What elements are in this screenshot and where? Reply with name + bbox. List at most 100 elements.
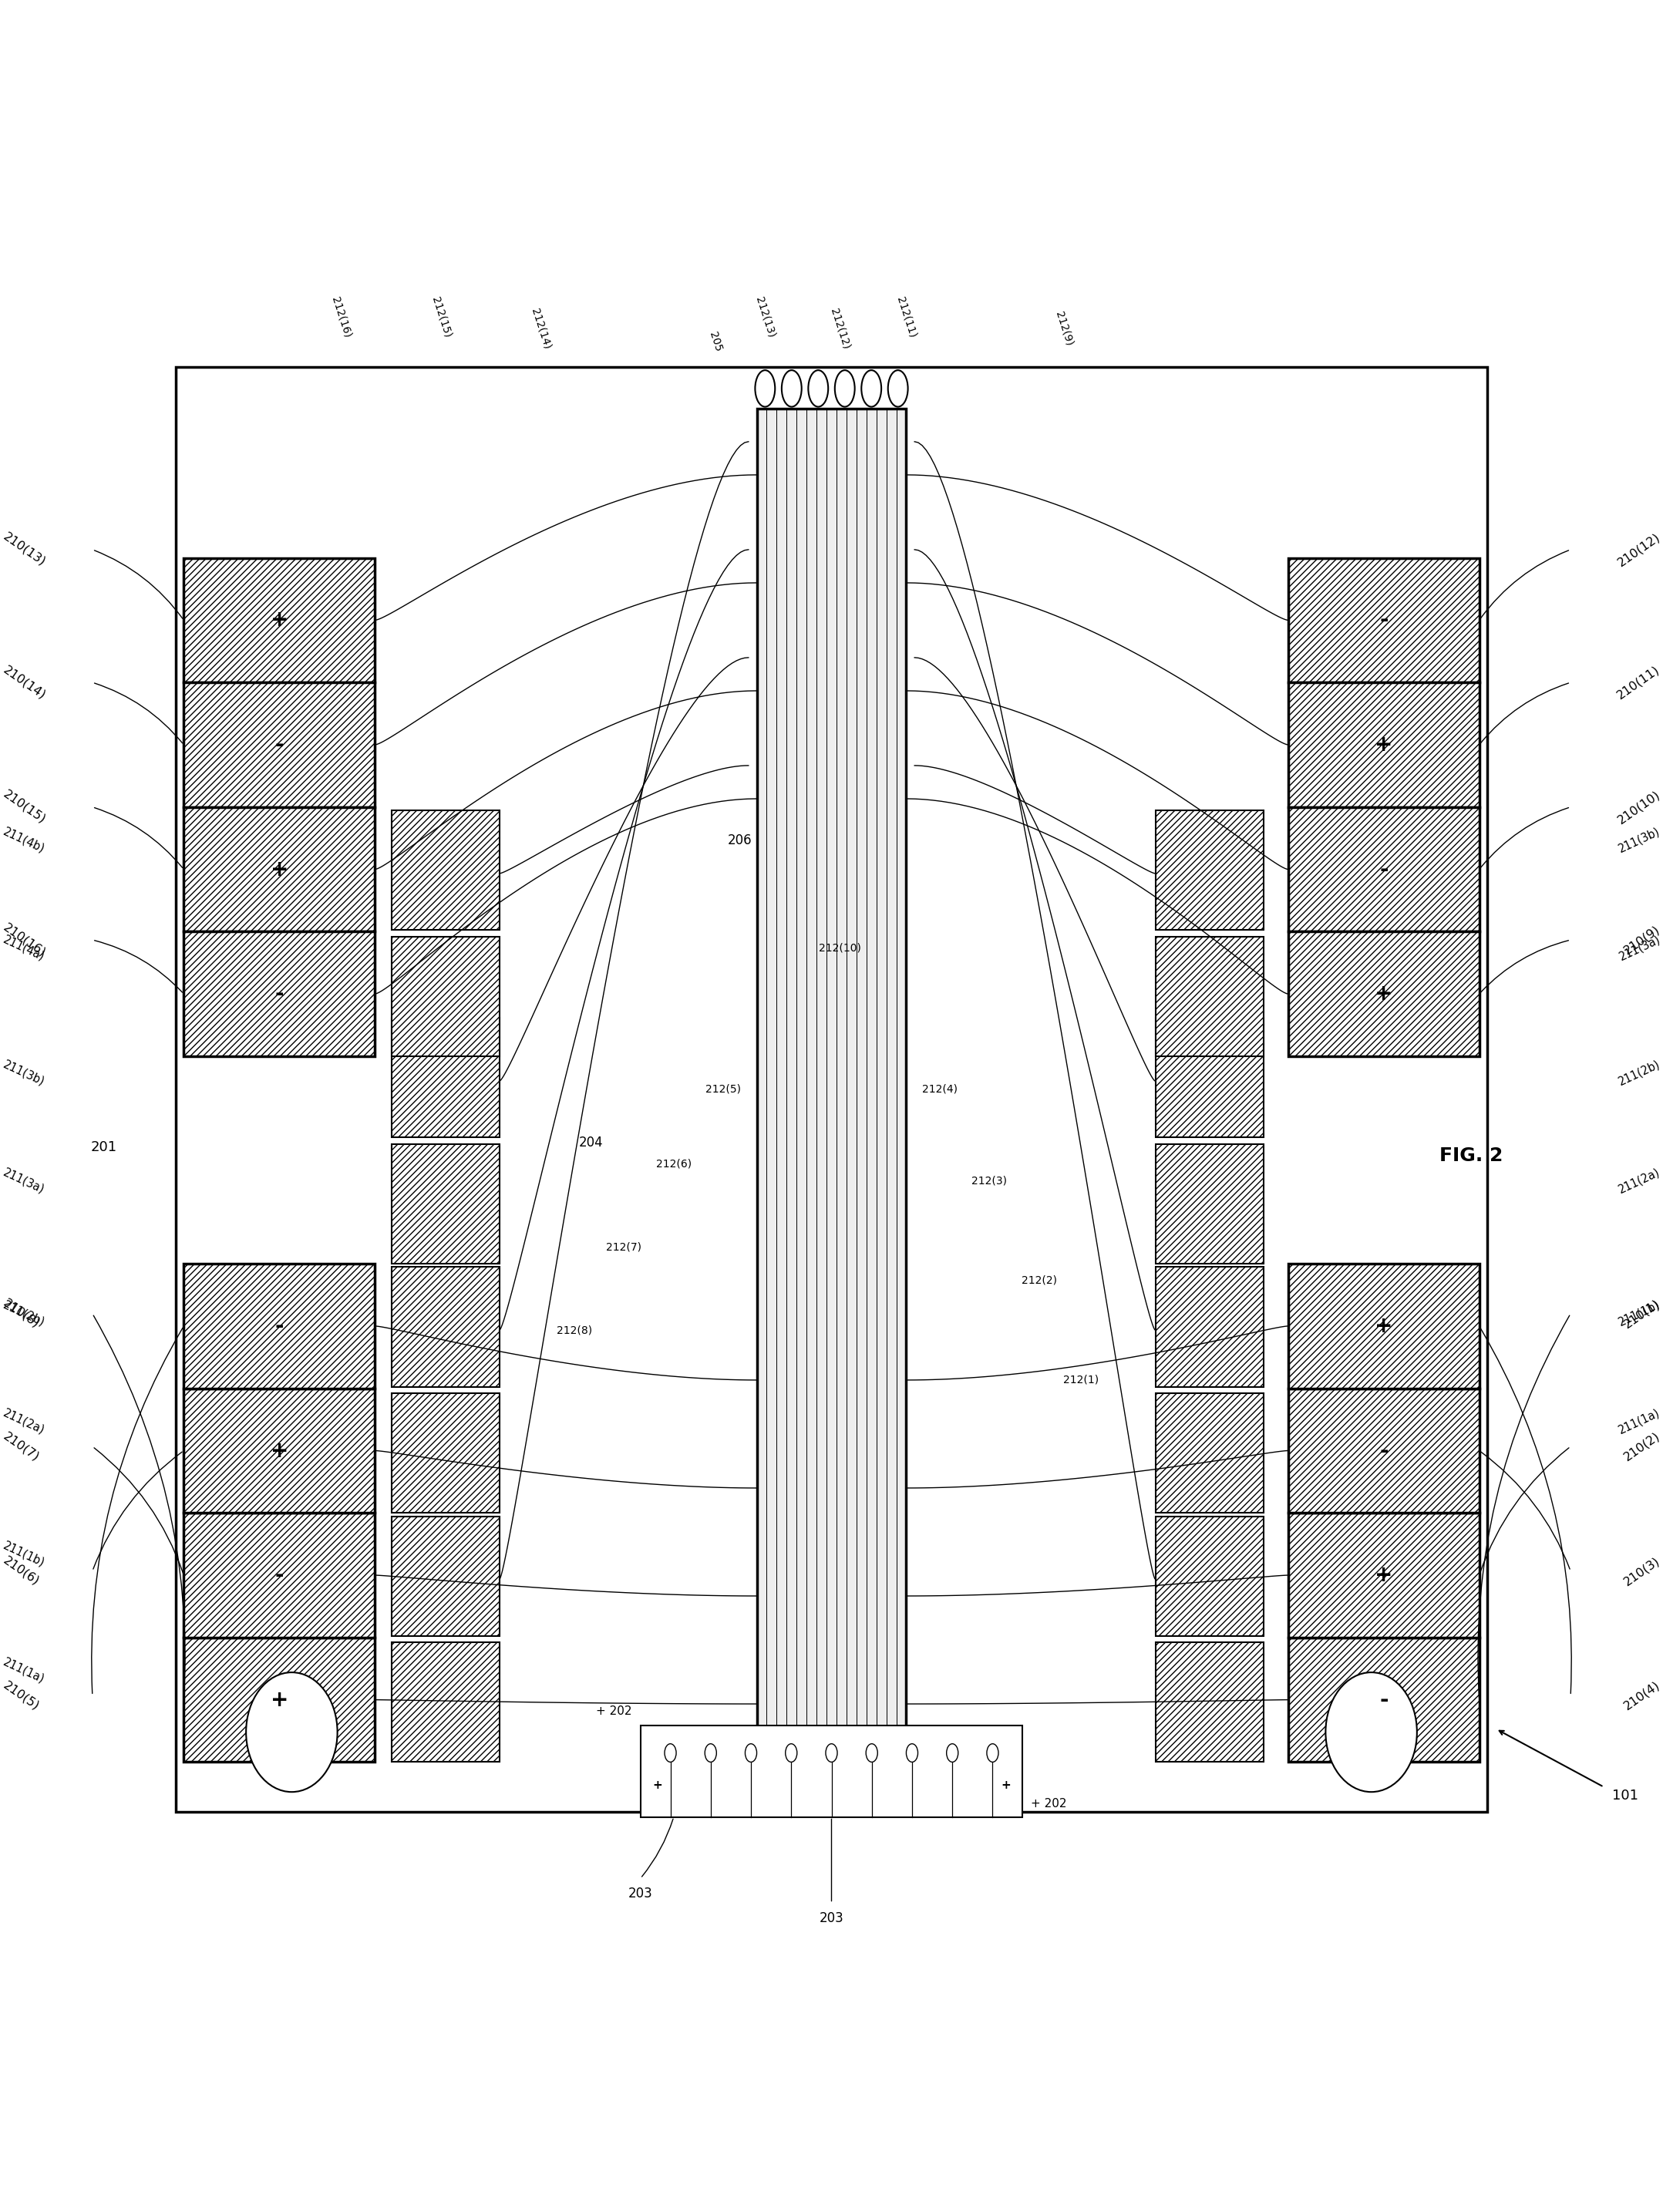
Text: -: - <box>1379 1690 1389 1710</box>
Bar <box>391 1267 499 1387</box>
Ellipse shape <box>888 369 908 407</box>
Text: 212(6): 212(6) <box>655 1159 692 1170</box>
Text: 212(12): 212(12) <box>828 307 851 349</box>
Text: 206: 206 <box>728 834 752 847</box>
Text: 212(16): 212(16) <box>329 294 353 338</box>
Ellipse shape <box>866 1743 878 1763</box>
Text: 212(4): 212(4) <box>921 1084 958 1095</box>
Bar <box>1289 1513 1478 1637</box>
Text: 212(11): 212(11) <box>895 294 918 338</box>
Text: 211(4b): 211(4b) <box>2 825 47 854</box>
Text: 211(3b): 211(3b) <box>1616 825 1661 854</box>
Bar <box>640 1725 1023 1816</box>
Text: 204: 204 <box>579 1135 604 1150</box>
Text: 212(3): 212(3) <box>971 1175 1008 1186</box>
Text: 210(1): 210(1) <box>1621 1296 1661 1329</box>
Text: -: - <box>274 982 284 1004</box>
Text: 211(4a): 211(4a) <box>2 933 47 962</box>
Text: 210(4): 210(4) <box>1621 1679 1661 1712</box>
Text: 210(14): 210(14) <box>2 664 48 701</box>
Ellipse shape <box>246 1672 338 1792</box>
Text: 211(3b): 211(3b) <box>2 1057 47 1088</box>
Bar <box>185 1513 374 1637</box>
Ellipse shape <box>835 369 855 407</box>
Bar <box>1289 807 1478 931</box>
Text: 210(9): 210(9) <box>1621 922 1661 956</box>
Bar <box>1156 1644 1264 1763</box>
Bar <box>1156 936 1264 1055</box>
Bar <box>1289 1637 1478 1763</box>
Text: -: - <box>274 1564 284 1586</box>
Bar <box>185 1263 374 1389</box>
Text: 210(3): 210(3) <box>1621 1555 1661 1588</box>
Text: 211(2b): 211(2b) <box>2 1298 47 1327</box>
Text: 210(13): 210(13) <box>2 531 48 568</box>
Text: 211(2a): 211(2a) <box>1616 1166 1661 1194</box>
Bar <box>391 1644 499 1763</box>
Ellipse shape <box>755 369 775 407</box>
Text: 212(5): 212(5) <box>705 1084 742 1095</box>
Text: 212(8): 212(8) <box>557 1325 592 1336</box>
Text: 201: 201 <box>91 1141 116 1155</box>
Text: -: - <box>1379 608 1389 630</box>
Text: 210(7): 210(7) <box>2 1429 42 1462</box>
Text: +: + <box>271 1440 288 1462</box>
Text: 212(9): 212(9) <box>1053 310 1074 347</box>
Ellipse shape <box>827 1743 836 1763</box>
Ellipse shape <box>785 1743 797 1763</box>
Ellipse shape <box>745 1743 757 1763</box>
Ellipse shape <box>986 1743 998 1763</box>
Text: 210(2): 210(2) <box>1621 1429 1661 1462</box>
Ellipse shape <box>1325 1672 1417 1792</box>
Bar <box>1156 1018 1264 1137</box>
Text: +: + <box>1001 1778 1011 1792</box>
Text: 212(1): 212(1) <box>1063 1374 1098 1385</box>
Bar <box>1156 1267 1264 1387</box>
Text: 211(1a): 211(1a) <box>2 1657 47 1686</box>
Bar <box>1156 1144 1264 1263</box>
Text: +: + <box>271 1690 288 1710</box>
Bar <box>391 1515 499 1637</box>
Text: 212(13): 212(13) <box>753 294 777 338</box>
Bar <box>185 1637 374 1763</box>
Text: 101: 101 <box>1611 1787 1638 1803</box>
Ellipse shape <box>946 1743 958 1763</box>
Text: 210(12): 210(12) <box>1615 531 1661 568</box>
Bar <box>1156 1515 1264 1637</box>
Text: 212(10): 212(10) <box>818 942 861 953</box>
Text: 211(2a): 211(2a) <box>2 1407 47 1436</box>
Text: 210(16): 210(16) <box>2 920 48 958</box>
Text: 211(1b): 211(1b) <box>1616 1298 1661 1327</box>
Bar <box>757 409 906 1770</box>
Bar <box>185 684 374 807</box>
Text: 212(14): 212(14) <box>529 307 552 349</box>
Bar <box>1289 1389 1478 1513</box>
Bar <box>185 807 374 931</box>
Text: 203: 203 <box>820 1911 843 1924</box>
Bar <box>391 810 499 929</box>
Text: -: - <box>1379 1440 1389 1462</box>
Text: 211(2b): 211(2b) <box>1616 1057 1661 1088</box>
Text: + 202: + 202 <box>1031 1798 1066 1809</box>
Bar <box>1289 931 1478 1055</box>
Bar <box>1156 810 1264 929</box>
Text: 210(11): 210(11) <box>1615 664 1661 701</box>
Text: 212(7): 212(7) <box>605 1241 642 1252</box>
Text: 211(1a): 211(1a) <box>1616 1407 1661 1436</box>
Bar <box>1289 684 1478 807</box>
Bar <box>1156 1394 1264 1513</box>
Text: +: + <box>1375 982 1392 1004</box>
Text: 212(2): 212(2) <box>1021 1274 1058 1285</box>
Ellipse shape <box>906 1743 918 1763</box>
Text: -: - <box>274 734 284 757</box>
Text: 211(1b): 211(1b) <box>2 1540 47 1568</box>
Text: +: + <box>1375 734 1392 757</box>
Text: -: - <box>274 1316 284 1336</box>
Ellipse shape <box>782 369 802 407</box>
Text: 212(15): 212(15) <box>429 294 452 338</box>
Text: +: + <box>271 858 288 880</box>
Bar <box>391 1018 499 1137</box>
Text: +: + <box>1375 1564 1392 1586</box>
Text: + 202: + 202 <box>597 1705 632 1717</box>
Text: 210(6): 210(6) <box>2 1555 42 1588</box>
